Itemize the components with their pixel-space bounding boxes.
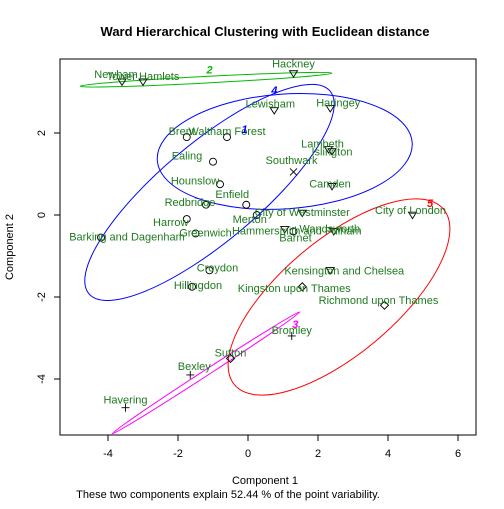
point-label: Bromley — [272, 325, 313, 337]
point-marker — [191, 229, 200, 238]
point-label: Havering — [103, 395, 147, 407]
point-marker — [327, 183, 337, 191]
x-tick-label: 0 — [245, 448, 251, 460]
point-label: Lewisham — [245, 98, 295, 110]
point-marker — [279, 226, 290, 234]
y-tick-label: -4 — [36, 374, 48, 384]
point-marker — [328, 228, 339, 236]
point-marker — [209, 157, 217, 166]
point-marker — [269, 107, 280, 115]
chart-subtitle: These two components explain 52.44 % of … — [76, 489, 380, 501]
x-axis-label: Component 1 — [232, 475, 298, 487]
point-marker — [182, 215, 191, 224]
point-marker — [297, 282, 307, 292]
point-marker — [223, 133, 231, 142]
point-label: Hammersmith and Fulham — [232, 225, 362, 237]
point-label: Croydon — [197, 262, 239, 274]
point-marker — [289, 168, 298, 176]
point-label: Ealing — [172, 151, 203, 163]
point-marker — [202, 200, 210, 209]
x-tick-label: 6 — [455, 448, 461, 460]
point-label: Hillingdon — [174, 280, 222, 292]
point-marker — [325, 267, 336, 275]
point-label: Redbridge — [165, 197, 216, 209]
point-label: Greenwich — [179, 227, 232, 239]
point-marker — [289, 227, 298, 236]
point-label: Richmond upon Thames — [319, 295, 439, 307]
point-label: Lambeth — [301, 138, 344, 150]
cluster-ellipse-5 — [227, 198, 451, 396]
point-marker — [252, 211, 261, 219]
point-marker — [287, 331, 296, 340]
point-marker — [97, 233, 105, 242]
cluster-ellipse-3 — [111, 311, 301, 435]
point-marker — [205, 266, 214, 275]
cluster-id-1: 1 — [241, 124, 247, 136]
point-marker — [188, 282, 196, 291]
point-label: Sutton — [215, 348, 247, 360]
point-label: Kingston upon Thames — [238, 283, 351, 295]
cluster-ellipse-1 — [84, 83, 335, 301]
point-marker — [323, 146, 334, 154]
point-label: Hounslow — [171, 175, 219, 187]
point-marker — [379, 300, 390, 310]
point-label: Enfield — [215, 189, 249, 201]
point-label: Southwark — [266, 155, 318, 167]
point-label: City of London — [375, 205, 446, 217]
axes: -4 -2 0 2 4 6 -4 -2 0 2 — [36, 130, 461, 460]
x-tick-label: 2 — [315, 448, 321, 460]
point-marker — [325, 105, 336, 113]
point-label: Wandsworth — [299, 223, 360, 235]
point-label: Newham — [94, 69, 137, 81]
point-label: City of Westminster — [255, 207, 350, 219]
point-marker — [121, 403, 130, 412]
point-marker — [297, 209, 308, 218]
point-label: Islington — [312, 146, 353, 158]
x-tick-label: 4 — [385, 448, 391, 460]
point-label: Barnet — [279, 232, 311, 244]
cluster-ellipse-2 — [79, 71, 333, 88]
cluster-id-5: 5 — [427, 198, 434, 210]
point-marker — [138, 78, 148, 87]
point-marker — [288, 70, 299, 78]
cluster-ellipse-4 — [156, 93, 413, 210]
point-marker — [216, 180, 224, 189]
point-marker — [225, 353, 236, 364]
point-label: Hackney — [272, 59, 315, 71]
y-tick-label: 0 — [36, 212, 48, 218]
point-marker — [182, 133, 191, 142]
point-marker — [117, 78, 127, 87]
y-axis-label: Component 2 — [4, 214, 16, 280]
point-markers — [97, 70, 418, 412]
cluster-id-4: 4 — [270, 85, 277, 97]
point-label: Brent — [169, 126, 195, 138]
point-label: Haringey — [316, 97, 361, 109]
point-marker — [327, 148, 337, 156]
point-marker — [407, 211, 418, 220]
point-label: Harrow — [153, 217, 189, 229]
cluster-id-3: 3 — [292, 319, 298, 331]
point-marker — [186, 370, 195, 379]
plot-area-frame — [59, 58, 477, 436]
point-label: Barking and Dagenham — [69, 232, 185, 244]
point-label: Waltham Forest — [188, 126, 265, 138]
point-label: Kensington and Chelsea — [284, 265, 405, 277]
point-label: Camden — [309, 178, 351, 190]
cluster-ellipses — [79, 71, 451, 435]
cluster-id-2: 2 — [205, 65, 212, 77]
point-label: Tower Hamlets — [107, 71, 180, 83]
y-tick-label: 2 — [36, 130, 48, 136]
point-marker — [242, 200, 251, 209]
point-label: Merton — [233, 214, 267, 226]
y-tick-label: -2 — [36, 292, 48, 302]
point-label: Bexley — [178, 361, 212, 373]
x-tick-label: -4 — [103, 448, 113, 460]
x-tick-label: -2 — [173, 448, 183, 460]
chart-title: Ward Hierarchical Clustering with Euclid… — [101, 24, 430, 39]
cluster-id-labels: 1 2 3 4 5 — [205, 65, 434, 331]
